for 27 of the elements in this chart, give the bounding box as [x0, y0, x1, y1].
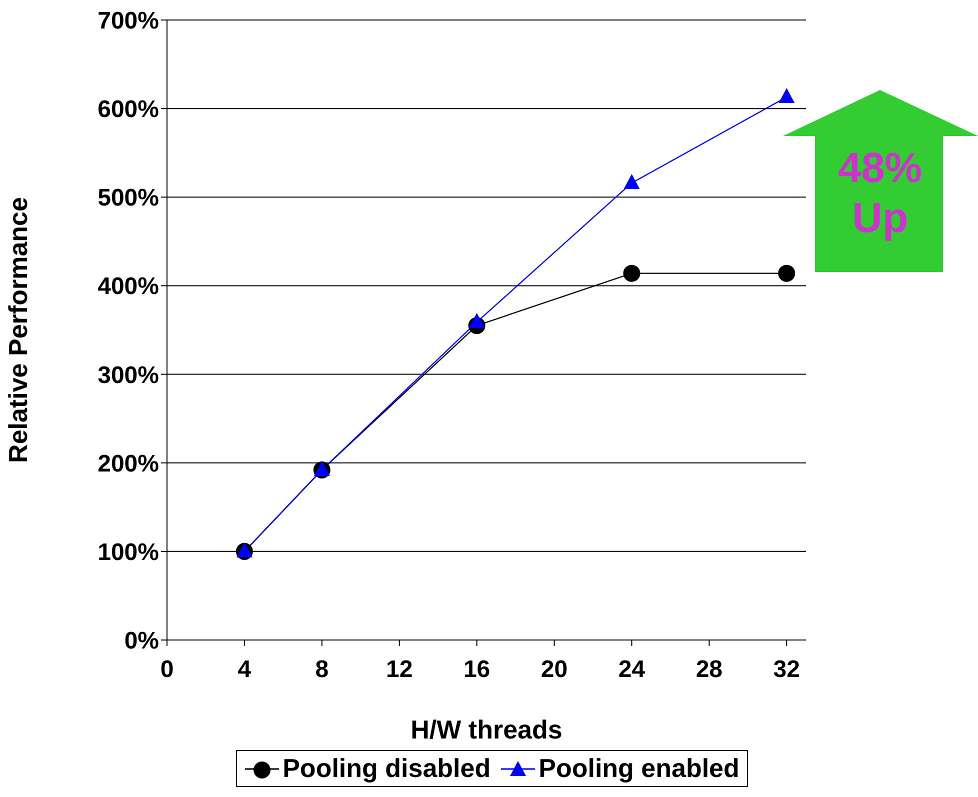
x-tick-label: 8: [315, 656, 329, 684]
x-tick-label: 28: [696, 656, 723, 684]
legend-label: Pooling enabled: [538, 753, 740, 784]
point: [778, 88, 795, 104]
x-tick-label: 24: [618, 656, 646, 684]
point: [468, 313, 485, 328]
legend-label: Pooling disabled: [282, 753, 491, 784]
x-axis-title: H/W threads: [410, 714, 562, 744]
y-tick-label: 200%: [98, 450, 159, 478]
x-tick-label: 20: [540, 656, 568, 684]
point: [623, 264, 640, 282]
point: [624, 174, 640, 189]
x-tick-label: 32: [773, 656, 800, 684]
y-tick-label: 700%: [98, 8, 159, 35]
y-tick-label: 500%: [98, 184, 159, 212]
y-tick-label: 300%: [98, 362, 159, 389]
y-tick-label: 600%: [98, 96, 159, 124]
text: 48% Up: [836, 143, 924, 243]
y-tick-label: 400%: [98, 273, 159, 300]
y-axis-title: Relative Performance: [3, 197, 34, 463]
x-tick-label: 0: [160, 656, 174, 684]
x-tick-label: 12: [386, 656, 413, 684]
y-tick-label: 0%: [124, 628, 159, 655]
point: [778, 264, 796, 282]
x-tick-label: 16: [463, 656, 490, 684]
y-tick-label: 100%: [98, 538, 159, 566]
x-tick-label: 4: [238, 656, 252, 684]
